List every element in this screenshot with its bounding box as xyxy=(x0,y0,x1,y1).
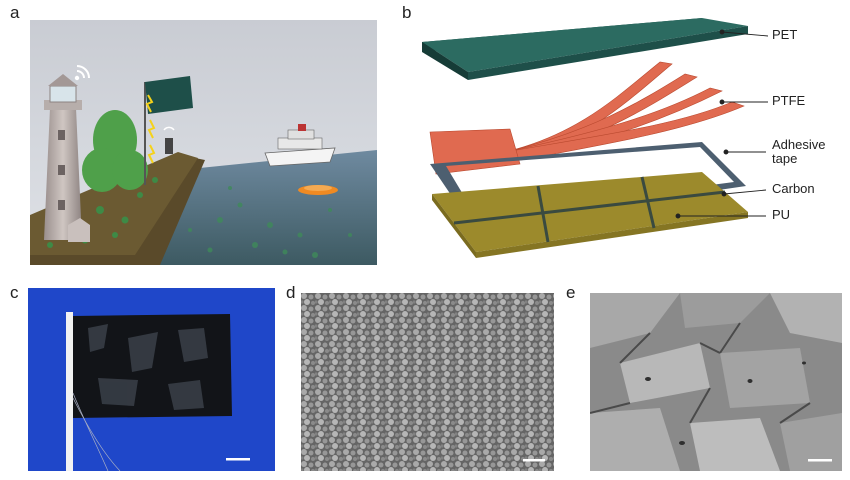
label-ptfe: PTFE xyxy=(772,93,806,108)
sea xyxy=(150,150,377,265)
sem-surface xyxy=(590,293,842,471)
flag-reflections xyxy=(88,324,208,410)
pet-layer-top xyxy=(422,18,748,72)
label-carbon: Carbon xyxy=(772,181,815,196)
label-adhesive-tape: Adhesive tape xyxy=(772,137,826,166)
scene-illustration xyxy=(30,20,377,265)
sem-particles xyxy=(301,293,554,471)
lighthouse xyxy=(44,74,90,242)
label-pet: PET xyxy=(772,27,798,42)
sensor-post xyxy=(163,126,175,154)
leader-lines xyxy=(675,29,769,219)
sea-vegetation xyxy=(188,186,352,258)
layer-diagram xyxy=(422,18,769,258)
lifeboat xyxy=(298,185,338,195)
ptfe-strips xyxy=(504,61,745,163)
panel-c-photo xyxy=(28,288,275,471)
scale-bar-e xyxy=(808,459,832,462)
label-pu: PU xyxy=(772,207,791,222)
panel-label-a: a xyxy=(10,3,20,22)
panel-e-sem xyxy=(590,293,842,471)
carbon-layer xyxy=(432,172,748,252)
panel-label-c: c xyxy=(10,283,19,302)
scale-bar-d xyxy=(523,459,545,462)
panel-a-scene xyxy=(30,20,377,265)
flag-photo xyxy=(28,288,275,471)
panel-label-b: b xyxy=(402,3,412,22)
surface-flakes xyxy=(590,293,842,471)
panel-label-d: d xyxy=(286,283,296,302)
panel-label-e: e xyxy=(566,283,576,302)
flagpole xyxy=(66,312,73,471)
wifi-icon xyxy=(74,65,90,81)
scale-bar-c xyxy=(226,458,250,461)
trees xyxy=(82,110,148,192)
surface-cracks xyxy=(590,322,811,424)
flag-generator xyxy=(144,76,193,185)
pu-grid xyxy=(453,176,726,243)
ship xyxy=(264,124,336,167)
flag-wires xyxy=(72,392,121,471)
panel-b-schematic: PET PTFE Adhesive tape Carbon PU xyxy=(410,14,840,262)
panel-d-sem xyxy=(301,293,554,471)
